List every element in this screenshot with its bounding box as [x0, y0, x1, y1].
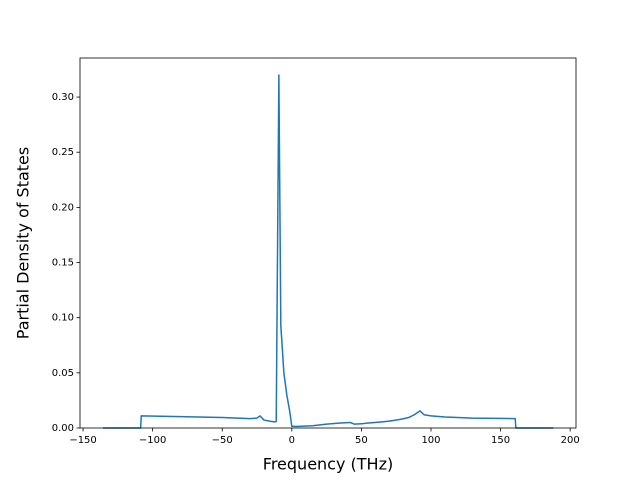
- x-tick-label: 200: [561, 435, 580, 446]
- data-line: [102, 74, 554, 429]
- x-tick-label: 150: [491, 435, 510, 446]
- y-tick-label: 0.00: [52, 423, 74, 434]
- y-axis-label: Partial Density of States: [14, 147, 33, 339]
- y-tick-label: 0.30: [52, 92, 74, 103]
- y-tick-label: 0.20: [52, 202, 74, 213]
- x-tick-label: −100: [139, 435, 166, 446]
- y-tick-label: 0.15: [52, 258, 74, 269]
- x-tick-label: −150: [69, 435, 96, 446]
- y-tick-label: 0.10: [52, 313, 74, 324]
- y-tick-label: 0.25: [52, 147, 74, 158]
- plot-frame: [79, 57, 577, 429]
- x-tick-label: 50: [355, 435, 368, 446]
- x-tick-label: 100: [421, 435, 440, 446]
- x-axis-label: Frequency (THz): [263, 455, 393, 474]
- y-tick-label: 0.05: [52, 368, 74, 379]
- x-tick-label: 0: [289, 435, 295, 446]
- x-tick-label: −50: [212, 435, 233, 446]
